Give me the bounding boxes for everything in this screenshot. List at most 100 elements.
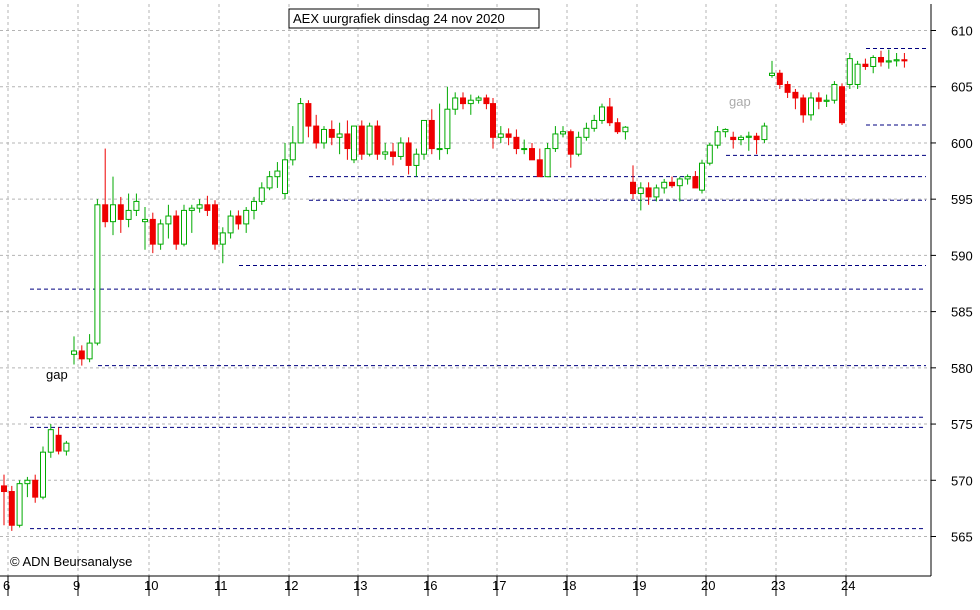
candle-body [536, 159, 543, 178]
candle-body [24, 479, 31, 485]
candle-body [831, 83, 838, 101]
y-tick-label: 585 [951, 305, 973, 320]
candle-body [776, 72, 783, 85]
candle-body [219, 232, 226, 245]
candle-body [622, 126, 629, 133]
candle-body [8, 491, 15, 526]
candle-body [490, 103, 496, 138]
candle-body [266, 176, 273, 189]
candle-body [188, 207, 195, 211]
candle-body [1, 485, 7, 493]
candle-body [497, 133, 504, 138]
candle-body [676, 178, 683, 187]
candle-body [421, 119, 427, 155]
grid [0, 4, 931, 576]
annotations: gap gap [46, 94, 751, 382]
y-tick-label: 580 [951, 361, 973, 376]
x-tick-label: 6 [3, 578, 10, 593]
candle-body [444, 108, 451, 150]
candle-body [102, 204, 109, 223]
candle-body [358, 125, 365, 155]
candle-body [157, 223, 164, 245]
candle-body [560, 131, 566, 135]
x-tick-label: 20 [701, 578, 715, 593]
candle-body [567, 131, 574, 155]
x-tick-label: 23 [771, 578, 785, 593]
y-tick-label: 565 [951, 530, 973, 545]
x-tick-label: 17 [492, 578, 506, 593]
y-tick-label: 575 [951, 417, 973, 432]
candle-body [606, 106, 613, 124]
candle-body [86, 342, 93, 360]
x-tick-label: 10 [144, 578, 158, 593]
candle-body [243, 209, 250, 225]
candle-body [769, 72, 775, 76]
y-tick-label: 600 [951, 136, 973, 151]
gap-annotation: gap [46, 367, 68, 382]
copyright-text: © ADN Beursanalyse [10, 554, 132, 569]
candle-body [274, 170, 281, 178]
candle-body [893, 59, 900, 62]
candle-body [885, 60, 892, 63]
candle-body [637, 187, 644, 195]
candle-body [405, 142, 412, 166]
candle-body [204, 204, 211, 211]
candle-body [321, 128, 327, 144]
candle-body [630, 181, 636, 195]
y-tick-label: 595 [951, 192, 973, 207]
candle-body [808, 97, 814, 116]
candle-body [282, 159, 288, 195]
candle-body [16, 483, 23, 526]
candle-body [428, 119, 435, 150]
candle-body [722, 128, 729, 133]
candle-body [800, 97, 807, 116]
candle-body [846, 58, 853, 85]
candle-body [55, 434, 62, 452]
candle-body [544, 148, 551, 178]
candle-body [745, 135, 752, 138]
candle-body [505, 133, 512, 138]
candle-body [645, 187, 652, 198]
chart-title: AEX uurgrafiek dinsdag 24 nov 2020 [293, 11, 505, 26]
candle-body [761, 125, 768, 141]
candle-body [452, 97, 459, 110]
candle-body [32, 479, 39, 498]
candle-body [374, 125, 381, 155]
candle-body [94, 204, 101, 344]
candle-body [436, 148, 443, 151]
candle-body [251, 200, 257, 211]
candle-body [142, 218, 148, 223]
candle-body [599, 106, 605, 121]
candle-body [328, 128, 335, 138]
candle-body [792, 91, 799, 99]
candle-body [684, 176, 691, 180]
candle-body [669, 181, 675, 187]
candle-body [47, 429, 54, 453]
candle-body [133, 200, 140, 211]
candle-body [397, 142, 404, 157]
candle-body [839, 86, 845, 124]
candle-body [460, 97, 466, 105]
gap-annotation: gap [729, 94, 751, 109]
candle-body [706, 144, 713, 164]
candle-body [591, 119, 598, 129]
x-tick-label: 11 [214, 578, 228, 593]
candle-body [878, 56, 884, 63]
candle-body [305, 103, 312, 127]
candle-body [235, 215, 242, 225]
candle-body [529, 148, 535, 161]
x-axis-ticks: 6 9 10 11 12 13 16 17 18 19 20 23 24 [3, 576, 855, 596]
support-resistance-lines [30, 47, 926, 530]
candle-body [110, 204, 116, 223]
x-tick-label: 12 [284, 578, 298, 593]
candle-body [289, 142, 296, 161]
x-tick-label: 13 [353, 578, 367, 593]
candle-body [227, 215, 234, 234]
candle-body [382, 151, 389, 155]
candle-body [467, 99, 474, 105]
x-tick-label: 24 [841, 578, 855, 593]
candle-body [483, 97, 490, 105]
candle-body [258, 187, 265, 202]
x-tick-label: 19 [632, 578, 646, 593]
x-tick-label: 16 [423, 578, 437, 593]
